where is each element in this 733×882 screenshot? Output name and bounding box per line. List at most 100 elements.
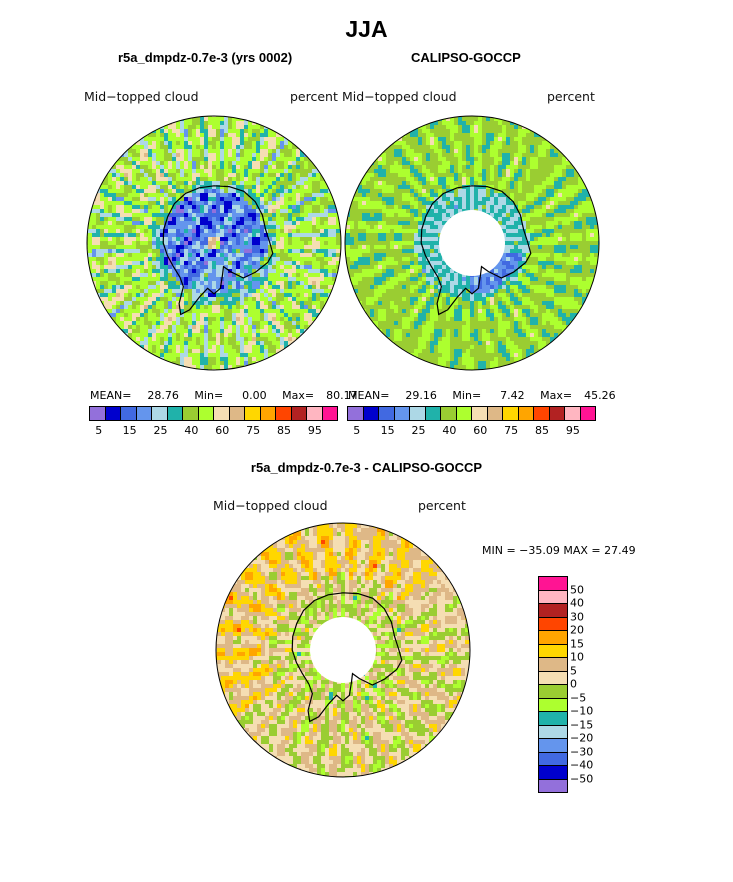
panel2-map-cell [354,237,359,242]
panel2-map-cell [506,233,511,238]
panel1-map-cell [280,321,285,326]
panel1-map-cell [108,229,113,234]
panel2-map-cell [498,213,503,218]
panel2-map-cell [442,197,447,202]
panel2-map [344,115,600,371]
panel2-map-cell [522,201,527,206]
panel1-map-cell [296,181,301,186]
panel1-map-cell [148,241,153,246]
panel1-map-cell [112,317,117,322]
panel2-map-cell [550,173,555,178]
panel1-map-cell [164,293,169,298]
panel2-map-cell [558,229,563,234]
panel1-map-cell [312,309,317,314]
panel2-map-cell [398,157,403,162]
panel1-map-cell [200,357,205,362]
panel1-map-cell [236,213,241,218]
panel2-map-cell [470,173,475,178]
panel1-map-cell [208,313,213,318]
panel1-map-cell [100,269,105,274]
panel1-map-cell [240,209,245,214]
panel1-map-cell [256,349,261,354]
panel2-map-cell [506,189,511,194]
panel1-map-cell [208,345,213,350]
panel2-map-cell [502,137,507,142]
panel1-map-cell [164,245,169,250]
panel1-map-cell [240,241,245,246]
panel1-map-cell [280,257,285,262]
panel1-map-cell [280,273,285,278]
panel2-map-cell [586,233,591,238]
panel1-map-cell [240,277,245,282]
panel2-map-cell [454,153,459,158]
panel1-map-cell [112,277,117,282]
panel1-map-cell [204,273,209,278]
panel1-map-cell [332,217,337,222]
panel1-map-cell [164,189,169,194]
panel1-map-cell [168,261,173,266]
panel1-map-cell [128,217,133,222]
panel2-map-cell [406,157,411,162]
panel2-map-cell [554,153,559,158]
panel1-map-cell [332,213,337,218]
panel1-map-cell [128,277,133,282]
panel1-map-cell [120,317,125,322]
panel2-map-cell [522,193,527,198]
panel1-map-cell [224,329,229,334]
panel1-map-cell [260,325,265,330]
panel1-map-cell [204,321,209,326]
panel2-map-cell [582,209,587,214]
panel1-map-cell [192,277,197,282]
panel1-map-cell [252,297,257,302]
panel2-map-cell [538,177,543,182]
panel2-map-cell [410,201,415,206]
panel1-map-cell [264,253,269,258]
panel1-map-cell [236,297,241,302]
panel1-map-cell [292,257,297,262]
panel1-map-cell [308,285,313,290]
panel1-map-cell [328,225,333,230]
panel1-map-cell [180,269,185,274]
panel2-map-cell [510,125,515,130]
panel2-map-cell [410,133,415,138]
panel1-map-cell [128,297,133,302]
panel1-map-cell [260,225,265,230]
panel1-map-cell [160,213,165,218]
panel1-map-cell [196,169,201,174]
panel2-map-cell [486,161,491,166]
panel1-map-cell [116,285,121,290]
panel2-map-cell [390,157,395,162]
panel1-map-cell [204,165,209,170]
panel1-map-cell [312,225,317,230]
panel1-map-cell [244,337,249,342]
panel2-map-cell [514,141,519,146]
panel2-map-cell [482,181,487,186]
panel1-map-cell [288,329,293,334]
panel2-map-cell [498,153,503,158]
panel1-map-cell [124,181,129,186]
panel1-map-cell [312,213,317,218]
panel1-map-cell [108,169,113,174]
panel1-map-cell [140,285,145,290]
panel1-map-cell [180,177,185,182]
panel2-map-cell [382,197,387,202]
panel1-map-cell [264,265,269,270]
panel1-map-cell [168,269,173,274]
panel2-map-cell [450,197,455,202]
panel1-map-cell [304,297,309,302]
panel1-map-cell [212,153,217,158]
panel1-map-cell [160,277,165,282]
panel1-map-cell [196,345,201,350]
panel2-map-cell [482,141,487,146]
panel1-map-cell [280,297,285,302]
panel2-map-cell [486,201,491,206]
panel1-map-cell [228,369,233,370]
panel1-map-cell [208,189,213,194]
panel2-map-cell [534,197,539,202]
panel1-map-cell [204,297,209,302]
panel1-map-cell [328,213,333,218]
panel1-map-cell [216,153,221,158]
panel1-map-cell [260,337,265,342]
panel1-map-cell [220,253,225,258]
panel1-map-cell [152,157,157,162]
